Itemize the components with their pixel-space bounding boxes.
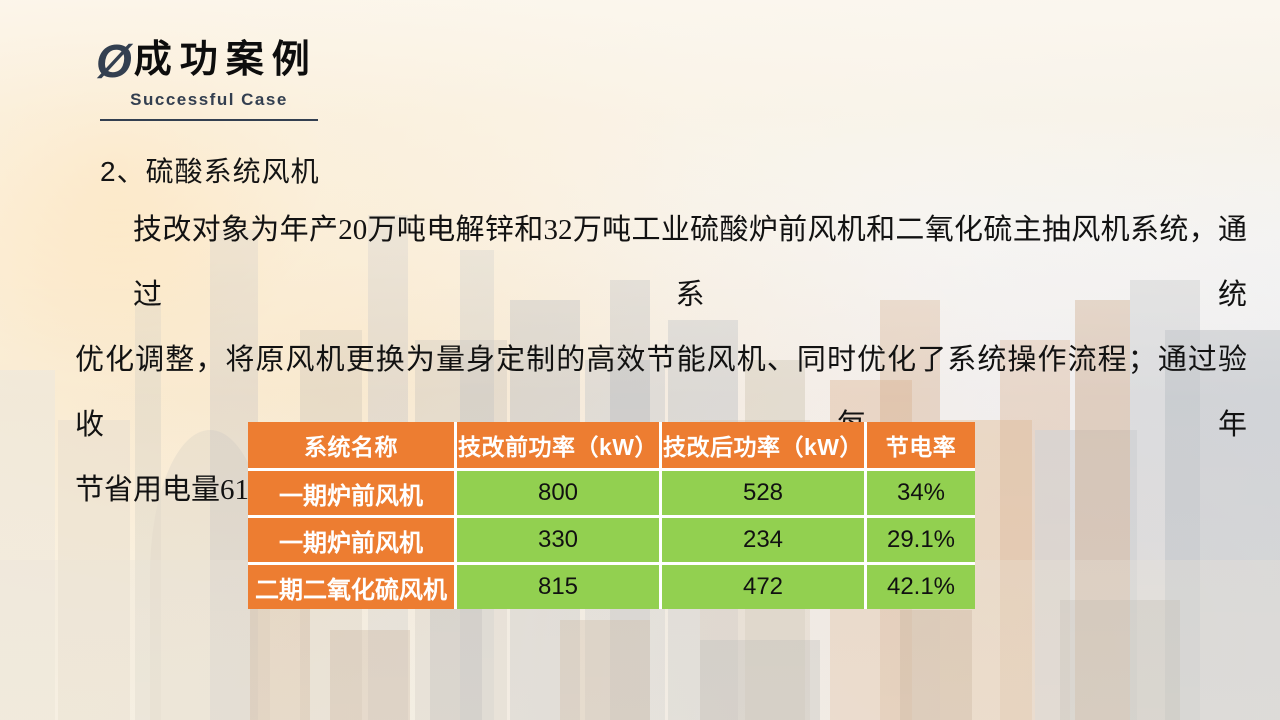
table-cell-after: 528 bbox=[662, 471, 864, 515]
table-row-label: 一期炉前风机 bbox=[248, 471, 454, 515]
subtitle-underline: Successful Case bbox=[100, 90, 318, 121]
table-cell-saving: 42.1% bbox=[867, 565, 975, 609]
section-heading: 2、硫酸系统风机 bbox=[100, 156, 320, 187]
table-header-saving-rate: 节电率 bbox=[867, 422, 975, 468]
paragraph-line: 技改对象为年产20万吨电解锌和32万吨工业硫酸炉前风机和二氧化硫主抽风机系统，通… bbox=[133, 214, 1247, 311]
table-row-label: 二期二氧化硫风机 bbox=[248, 565, 454, 609]
results-table: 系统名称 技改前功率（kW） 技改后功率（kW） 节电率 一期炉前风机 800 … bbox=[248, 422, 975, 609]
table-cell-before: 815 bbox=[457, 565, 659, 609]
table-cell-saving: 29.1% bbox=[867, 518, 975, 562]
table-header-power-before: 技改前功率（kW） bbox=[457, 422, 659, 468]
slashed-circle-icon: Ø bbox=[96, 35, 132, 87]
slide-header: Ø 成功案例 Successful Case bbox=[96, 38, 318, 121]
table-header-power-after: 技改后功率（kW） bbox=[662, 422, 864, 468]
page-title: 成功案例 bbox=[133, 39, 318, 82]
page-subtitle: Successful Case bbox=[130, 90, 288, 109]
table-header-system-name: 系统名称 bbox=[248, 422, 454, 468]
table-cell-before: 330 bbox=[457, 518, 659, 562]
table-cell-after: 472 bbox=[662, 565, 864, 609]
table-cell-after: 234 bbox=[662, 518, 864, 562]
title-row: Ø 成功案例 bbox=[96, 38, 318, 84]
table-cell-before: 800 bbox=[457, 471, 659, 515]
table-cell-saving: 34% bbox=[867, 471, 975, 515]
table-row-label: 一期炉前风机 bbox=[248, 518, 454, 562]
